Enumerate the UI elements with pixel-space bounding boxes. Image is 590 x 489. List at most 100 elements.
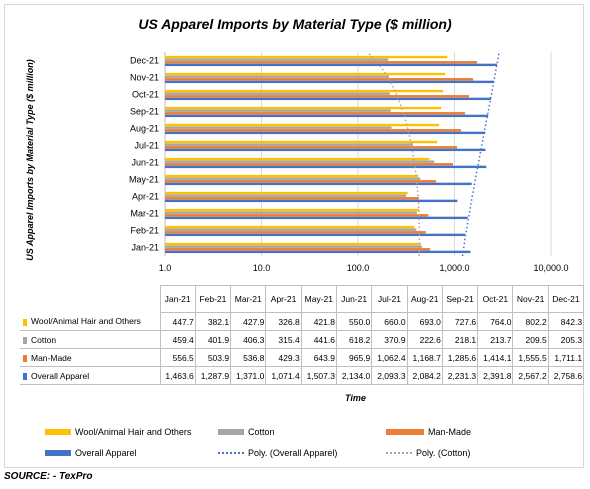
table-row-label: Cotton bbox=[20, 330, 161, 349]
legend-key bbox=[23, 372, 27, 380]
table-corner bbox=[20, 286, 160, 313]
table-row: Wool/Animal Hair and Others 447.7 382.1 427… bbox=[20, 312, 585, 331]
table-cell: 1,507.3 bbox=[300, 366, 337, 385]
bar bbox=[165, 245, 422, 248]
table-row: Overall Apparel 1,463.6 1,287.9 1,371.0 1,07… bbox=[20, 366, 585, 385]
bar bbox=[165, 97, 492, 101]
table-cell: 209.5 bbox=[512, 330, 549, 349]
bar bbox=[165, 143, 413, 146]
table-cell: 727.6 bbox=[441, 312, 479, 331]
bar bbox=[165, 58, 389, 61]
table-cell: 1,463.6 bbox=[159, 366, 196, 385]
bar bbox=[165, 114, 489, 118]
table-cell: 764.0 bbox=[477, 312, 514, 331]
bar bbox=[165, 92, 390, 95]
bar bbox=[165, 72, 446, 76]
y-tick-label: Oct-21 bbox=[132, 90, 159, 100]
bar bbox=[165, 165, 487, 169]
bar bbox=[165, 177, 421, 180]
table-column-header: Dec-21 bbox=[547, 285, 585, 313]
series-name: Man-Made bbox=[31, 352, 72, 363]
bar bbox=[165, 80, 495, 84]
x-tick-label: 10,000.0 bbox=[533, 263, 568, 273]
bar bbox=[165, 214, 429, 217]
bar bbox=[165, 78, 474, 81]
bar bbox=[165, 211, 417, 214]
chart-title: US Apparel Imports by Material Type ($ m… bbox=[138, 16, 452, 32]
table-cell: 459.4 bbox=[159, 330, 196, 349]
table-column-header: Sep-21 bbox=[441, 285, 479, 313]
table-cell: 550.0 bbox=[335, 312, 373, 331]
y-tick-label: Jun-21 bbox=[131, 158, 159, 168]
bar bbox=[165, 250, 471, 254]
bar bbox=[165, 242, 421, 246]
table-cell: 618.2 bbox=[335, 330, 373, 349]
table-cell: 2,134.0 bbox=[335, 366, 373, 385]
table-row: Cotton 459.4 401.9 406.3 315.4 441.6 618.2 370.… bbox=[20, 330, 585, 349]
bar bbox=[165, 233, 466, 237]
table-cell: 315.4 bbox=[265, 330, 302, 349]
series-name: Cotton bbox=[31, 334, 57, 345]
table-cell: 2,391.8 bbox=[477, 366, 514, 385]
y-tick-label: Apr-21 bbox=[132, 192, 159, 202]
legend-key bbox=[23, 318, 27, 326]
table-column-header: Mar-21 bbox=[230, 285, 267, 313]
bar bbox=[165, 61, 478, 64]
bar bbox=[165, 146, 458, 149]
table-cell: 205.3 bbox=[547, 330, 585, 349]
bar bbox=[165, 163, 454, 166]
table-cell: 1,287.9 bbox=[194, 366, 232, 385]
table-column-header: Oct-21 bbox=[477, 285, 514, 313]
table-column-header: Aug-21 bbox=[406, 285, 443, 313]
table-column-header: Apr-21 bbox=[265, 285, 302, 313]
chart-frame bbox=[4, 4, 584, 468]
bar bbox=[165, 126, 392, 129]
x-tick-label: 1.0 bbox=[159, 263, 172, 273]
y-tick-label: Aug-21 bbox=[130, 124, 159, 134]
table-cell: 1,071.4 bbox=[265, 366, 302, 385]
series-name: Overall Apparel bbox=[31, 370, 90, 381]
table-cell: 370.9 bbox=[371, 330, 408, 349]
bar bbox=[165, 231, 426, 234]
table-row-label: Overall Apparel bbox=[20, 366, 161, 385]
table-cell: 536.8 bbox=[230, 348, 267, 367]
table-cell: 1,555.5 bbox=[512, 348, 549, 367]
trendline bbox=[461, 51, 500, 257]
data-table: Jan-21 Feb-21 Mar-21 Apr-21 May-21 Jun-21 Jul-… bbox=[20, 285, 585, 385]
y-tick-label: Dec-21 bbox=[130, 56, 159, 66]
x-tick-label: 1,000.0 bbox=[439, 263, 469, 273]
table-cell: 421.8 bbox=[300, 312, 337, 331]
bar bbox=[165, 216, 468, 220]
table-cell: 503.9 bbox=[194, 348, 232, 367]
table-cell: 660.0 bbox=[371, 312, 408, 331]
bar bbox=[165, 129, 462, 132]
table-cell: 1,062.4 bbox=[371, 348, 408, 367]
table-cell: 842.3 bbox=[547, 312, 585, 331]
x-axis-label: Time bbox=[345, 393, 366, 403]
table-row-label: Man-Made bbox=[20, 348, 161, 367]
y-tick-label: Feb-21 bbox=[130, 226, 159, 236]
bar bbox=[165, 55, 448, 59]
legend-key bbox=[23, 354, 27, 362]
bar bbox=[165, 123, 440, 127]
y-tick-label: Jan-21 bbox=[131, 243, 159, 253]
bar bbox=[165, 182, 472, 186]
y-tick-label: Nov-21 bbox=[130, 73, 159, 83]
table-cell: 1,711.1 bbox=[547, 348, 585, 367]
table-column-header: Jun-21 bbox=[335, 285, 373, 313]
bar-chart: 1.0 10.0 100.0 1,000.0 10,000.0 Jan-21 Feb-21 M… bbox=[129, 51, 569, 273]
table-row-label: Wool/Animal Hair and Others bbox=[20, 312, 161, 331]
table-cell: 1,285.6 bbox=[441, 348, 479, 367]
x-tick-label: 100.0 bbox=[347, 263, 370, 273]
bar bbox=[165, 225, 415, 229]
table-cell: 1,371.0 bbox=[230, 366, 267, 385]
x-tick-label: 10.0 bbox=[253, 263, 271, 273]
table-cell: 2,758.6 bbox=[547, 366, 585, 385]
table-column-header: Jan-21 bbox=[159, 285, 196, 313]
bar bbox=[165, 157, 430, 161]
bar bbox=[165, 248, 430, 251]
table-cell: 406.3 bbox=[230, 330, 267, 349]
bar bbox=[165, 199, 458, 203]
bar bbox=[165, 95, 470, 98]
y-tick-label: May-21 bbox=[129, 175, 159, 185]
